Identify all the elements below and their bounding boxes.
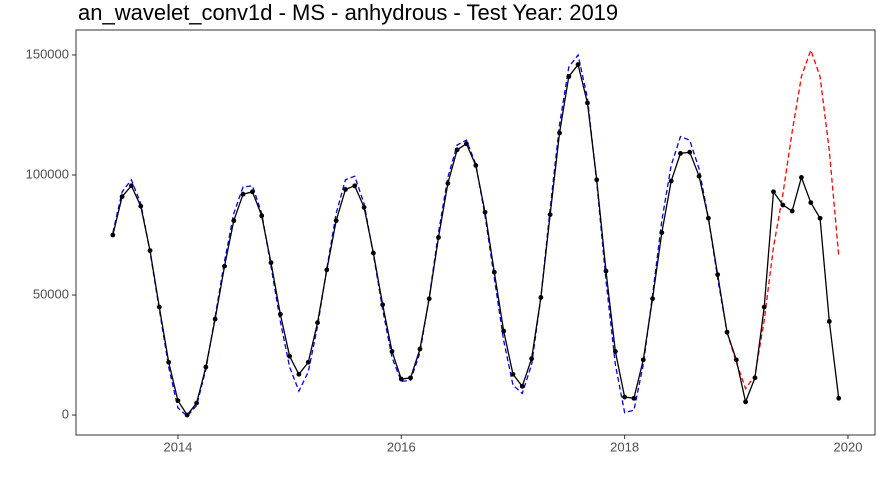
data-point bbox=[231, 218, 237, 224]
data-point bbox=[315, 320, 320, 326]
x-tick-label: 2016 bbox=[387, 439, 416, 454]
data-point bbox=[268, 260, 274, 266]
data-point bbox=[119, 194, 125, 200]
series-line bbox=[112, 63, 840, 417]
data-point bbox=[547, 212, 553, 218]
data-point bbox=[529, 356, 535, 362]
data-point bbox=[659, 230, 665, 236]
data-point bbox=[222, 263, 227, 269]
data-point bbox=[538, 295, 544, 300]
x-tick-label: 2018 bbox=[610, 439, 639, 454]
data-point bbox=[445, 181, 451, 186]
data-point bbox=[240, 191, 246, 197]
data-point bbox=[203, 364, 209, 370]
y-tick-label: 150000 bbox=[26, 46, 69, 61]
data-point bbox=[817, 215, 823, 221]
y-tick-label: 50000 bbox=[33, 286, 69, 301]
data-point bbox=[389, 349, 395, 354]
data-point bbox=[184, 412, 190, 418]
data-point bbox=[175, 398, 181, 404]
data-point bbox=[585, 100, 590, 106]
data-point bbox=[370, 250, 376, 256]
data-point bbox=[352, 183, 358, 189]
data-point bbox=[287, 353, 293, 359]
data-point bbox=[147, 248, 153, 254]
data-point bbox=[463, 141, 469, 147]
data-point bbox=[696, 173, 702, 179]
data-point bbox=[519, 383, 525, 389]
data-point bbox=[194, 400, 200, 406]
data-point bbox=[603, 268, 609, 274]
data-point bbox=[612, 349, 618, 354]
data-point bbox=[510, 371, 516, 377]
data-point bbox=[705, 215, 711, 221]
data-point bbox=[259, 213, 265, 219]
data-point bbox=[687, 149, 693, 155]
x-tick-label: 2020 bbox=[834, 439, 863, 454]
data-point bbox=[473, 163, 479, 168]
data-point bbox=[305, 359, 311, 365]
data-point bbox=[808, 200, 814, 206]
data-point bbox=[250, 189, 255, 195]
data-point bbox=[668, 178, 674, 184]
data-point bbox=[594, 177, 600, 183]
data-point bbox=[333, 218, 339, 224]
data-point bbox=[110, 232, 116, 238]
data-point bbox=[724, 329, 730, 335]
data-point bbox=[622, 394, 628, 400]
data-point bbox=[566, 74, 572, 79]
series-line bbox=[726, 48, 840, 391]
x-tick-label: 2014 bbox=[163, 439, 192, 454]
data-point bbox=[771, 189, 776, 195]
data-point bbox=[761, 304, 767, 310]
y-tick-label: 100000 bbox=[26, 166, 69, 181]
data-point bbox=[417, 346, 423, 352]
data-point bbox=[426, 296, 432, 302]
plot-border bbox=[75, 29, 876, 436]
data-point bbox=[296, 371, 302, 377]
chart-title: an_wavelet_conv1d - MS - anhydrous - Tes… bbox=[78, 0, 618, 25]
data-point bbox=[138, 203, 144, 209]
data-point bbox=[491, 269, 497, 275]
data-point bbox=[650, 296, 655, 302]
data-point bbox=[436, 235, 441, 240]
data-point bbox=[361, 205, 367, 210]
data-point bbox=[799, 175, 804, 180]
data-point bbox=[575, 62, 581, 67]
data-point bbox=[156, 304, 162, 310]
data-point bbox=[277, 311, 283, 317]
data-point bbox=[640, 357, 646, 363]
data-point bbox=[715, 272, 721, 278]
data-point bbox=[408, 375, 413, 381]
data-point bbox=[836, 395, 842, 401]
data-point bbox=[789, 208, 795, 214]
data-point bbox=[780, 202, 786, 208]
data-point bbox=[733, 357, 739, 363]
data-point bbox=[128, 183, 134, 189]
data-point bbox=[678, 150, 683, 156]
data-point bbox=[752, 375, 758, 381]
data-point bbox=[380, 302, 386, 308]
data-point bbox=[501, 328, 507, 334]
series-line bbox=[112, 53, 728, 418]
data-point bbox=[166, 359, 172, 365]
data-point bbox=[557, 130, 562, 136]
data-point bbox=[826, 319, 832, 324]
data-point bbox=[631, 395, 637, 401]
data-point bbox=[343, 187, 348, 192]
data-point bbox=[398, 376, 404, 382]
data-point bbox=[482, 209, 488, 215]
data-point bbox=[743, 399, 748, 405]
y-tick-label: 0 bbox=[62, 407, 69, 422]
data-point bbox=[454, 147, 460, 153]
data-point bbox=[212, 316, 218, 322]
data-point bbox=[324, 267, 330, 273]
